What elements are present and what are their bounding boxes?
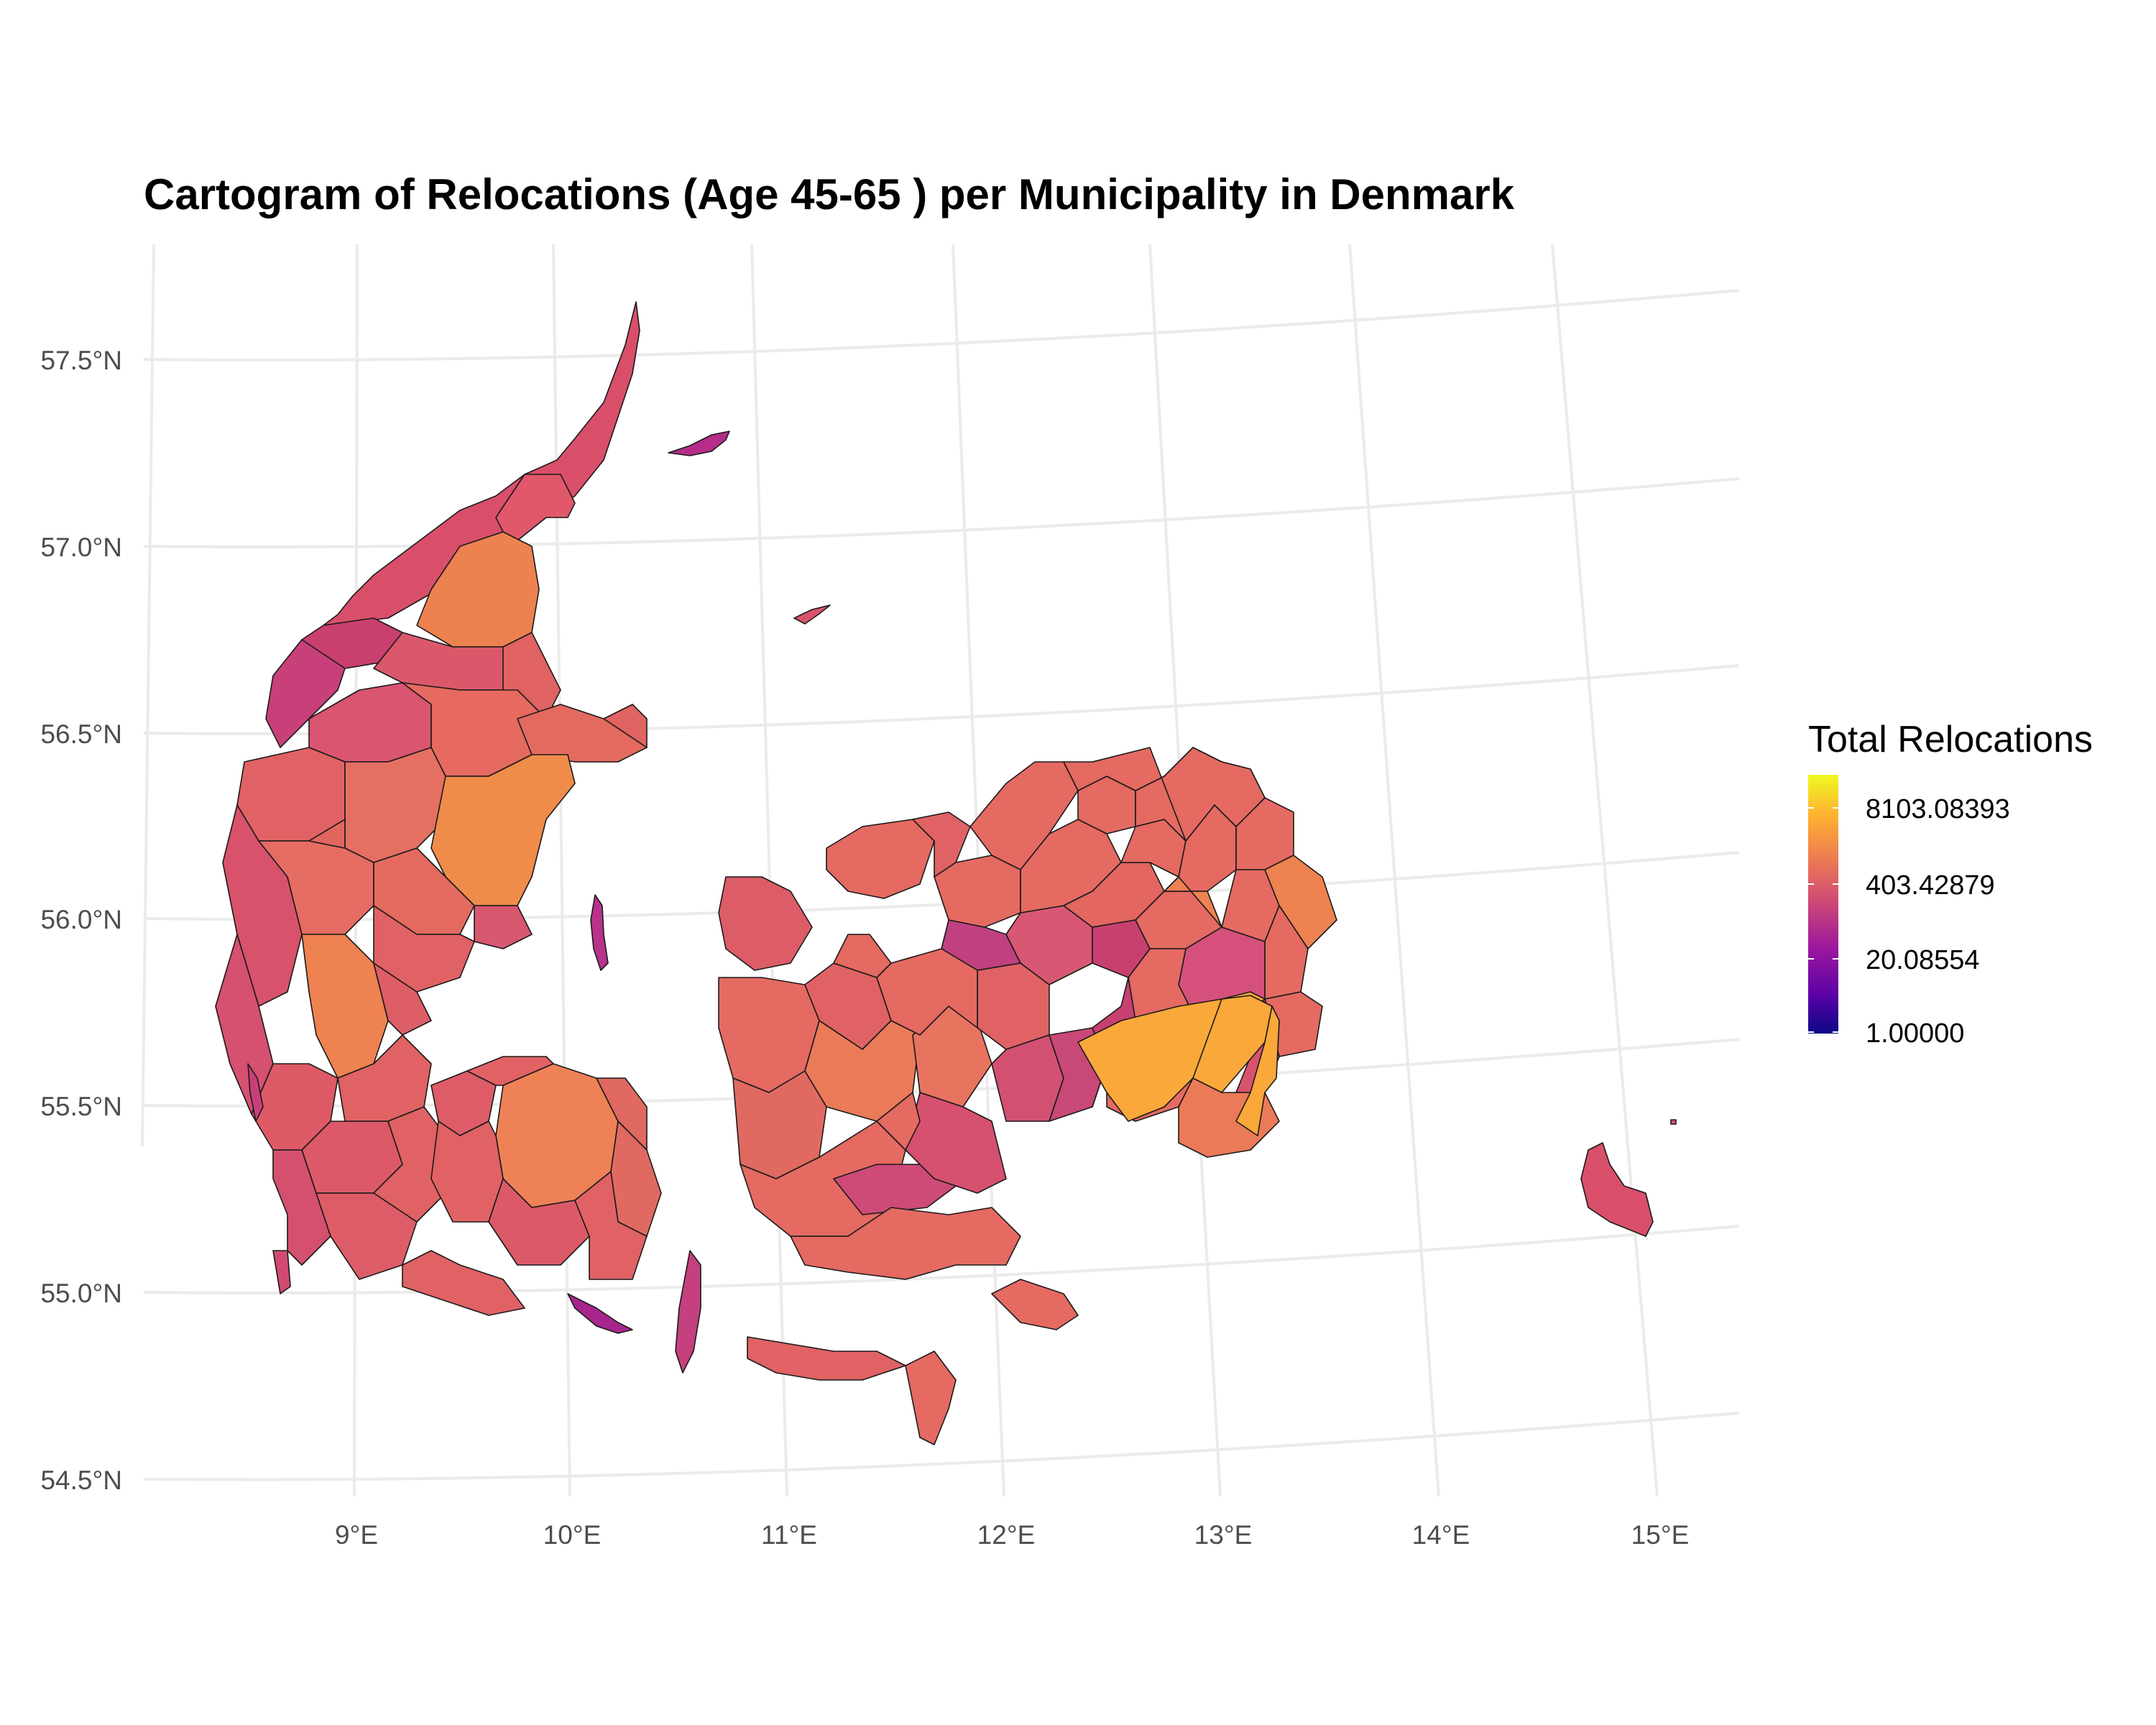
municipality-nordfyn bbox=[466, 1056, 554, 1086]
municipality-koge bbox=[905, 1092, 1007, 1194]
legend-ticks bbox=[1808, 807, 1838, 1033]
municipality-haderslev bbox=[373, 1106, 446, 1223]
municipality-odsherred bbox=[718, 876, 813, 971]
municipality-guldborgsund bbox=[905, 1351, 957, 1445]
region-lolland-falster bbox=[747, 1279, 1079, 1445]
municipality-morso bbox=[265, 639, 346, 748]
municipality-frederikshavn bbox=[495, 474, 576, 547]
legend-title: Total Relocations bbox=[1808, 719, 2093, 760]
lat-tick-label: 57.5°N bbox=[40, 346, 122, 375]
municipality-greve bbox=[991, 1034, 1064, 1122]
lon-axis: 9°E 10°E 11°E 12°E 13°E 14°E 15°E bbox=[335, 1520, 1689, 1550]
municipality-fredericia bbox=[373, 962, 432, 1036]
municipality-odsherred-coast bbox=[833, 934, 892, 978]
municipality-vordingborg bbox=[790, 1207, 1021, 1280]
grid-lat-57-5 bbox=[143, 289, 1740, 362]
municipality-norddjurs bbox=[603, 704, 648, 748]
legend-label: 20.08554 bbox=[1866, 945, 1980, 975]
region-jutland bbox=[215, 301, 648, 1316]
island-fano bbox=[247, 1063, 264, 1122]
island-laeso bbox=[668, 431, 730, 456]
lon-tick-label: 9°E bbox=[335, 1520, 378, 1550]
region-funen bbox=[430, 1056, 662, 1280]
lon-tick-label: 10°E bbox=[543, 1520, 602, 1550]
chart-title: Cartogram of Relocations (Age 45-65 ) pe… bbox=[144, 170, 1515, 218]
island-romo bbox=[272, 1250, 291, 1294]
municipality-tonder bbox=[272, 1149, 331, 1266]
island-samso bbox=[590, 894, 609, 971]
grid-lat-57-0 bbox=[143, 477, 1740, 548]
lat-tick-label: 55.0°N bbox=[40, 1279, 122, 1308]
lon-tick-label: 13°E bbox=[1194, 1520, 1253, 1550]
island-aero bbox=[567, 1293, 633, 1334]
lon-tick-label: 11°E bbox=[761, 1520, 817, 1550]
lon-tick-label: 14°E bbox=[1412, 1520, 1470, 1550]
municipality-aarhus bbox=[430, 754, 576, 906]
municipality-sonderborg bbox=[402, 1250, 525, 1316]
municipality-lolland bbox=[747, 1336, 906, 1381]
lat-tick-label: 56.0°N bbox=[40, 905, 122, 934]
lat-tick-label: 57.0°N bbox=[40, 533, 122, 562]
grid-lon-15 bbox=[1551, 244, 1659, 1497]
municipality-nyborg bbox=[610, 1121, 662, 1237]
legend-label: 8103.08393 bbox=[1866, 794, 2010, 824]
municipality-gribskov bbox=[826, 819, 935, 899]
lat-tick-label: 55.5°N bbox=[40, 1092, 122, 1121]
grid-lat-54-5 bbox=[143, 1412, 1740, 1481]
grid-lon-11 bbox=[750, 244, 788, 1497]
municipality-north-east bbox=[1164, 876, 1222, 928]
municipality-svendborg bbox=[574, 1171, 648, 1280]
island-anholt bbox=[793, 604, 831, 625]
lat-tick-label: 54.5°N bbox=[40, 1466, 122, 1495]
grid-lon-10 bbox=[552, 244, 571, 1497]
lon-tick-label: 15°E bbox=[1631, 1520, 1690, 1550]
grid-lat-56-0 bbox=[143, 851, 1740, 921]
island-ertholmene bbox=[1670, 1119, 1677, 1125]
lon-tick-label: 12°E bbox=[977, 1520, 1036, 1550]
municipality-amager bbox=[1235, 1006, 1280, 1136]
legend-colorbar bbox=[1808, 775, 1838, 1034]
municipality-bornholm bbox=[1580, 1142, 1654, 1237]
municipality-mon bbox=[991, 1279, 1079, 1330]
legend-label: 1.00000 bbox=[1866, 1018, 1964, 1049]
municipality-silkeborg bbox=[344, 747, 446, 863]
municipality-stevns bbox=[876, 1092, 921, 1151]
island-langeland bbox=[675, 1250, 701, 1374]
municipality-kerteminde bbox=[596, 1077, 648, 1151]
region-zealand bbox=[718, 747, 1337, 1280]
legend-label: 403.42879 bbox=[1866, 870, 1995, 901]
municipality-odder bbox=[474, 905, 533, 949]
lat-axis: 57.5°N 57.0°N 56.5°N 56.0°N 55.5°N 55.0°… bbox=[40, 346, 122, 1495]
municipality-greater-east bbox=[1063, 747, 1266, 842]
municipality-ikast-brande bbox=[308, 819, 346, 849]
legend: Total Relocations 8103.08393 403.42879 2… bbox=[1808, 719, 2093, 1049]
municipality-lejre bbox=[876, 948, 978, 1036]
grid-lon-14 bbox=[1348, 244, 1440, 1497]
lat-tick-label: 56.5°N bbox=[40, 719, 122, 749]
grid-lon-8 bbox=[141, 244, 155, 1147]
municipality-assens bbox=[430, 1121, 504, 1223]
municipality-holstebro bbox=[236, 747, 346, 842]
